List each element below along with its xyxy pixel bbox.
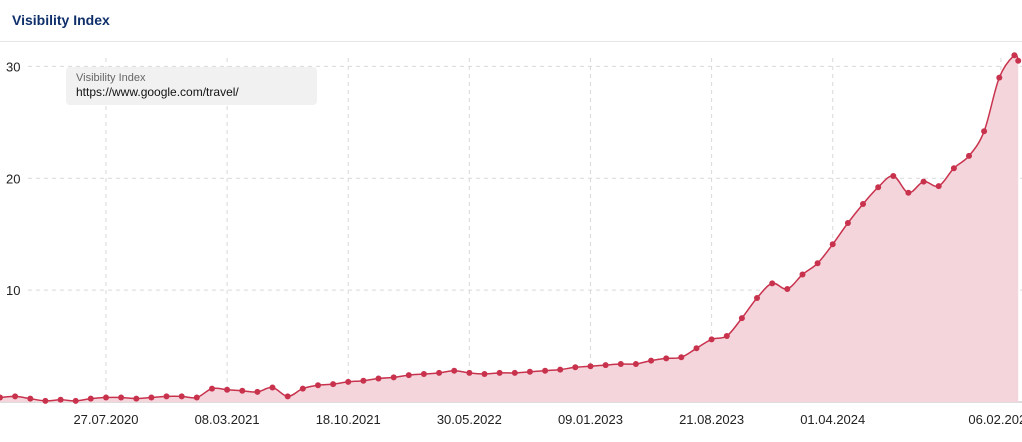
data-point[interactable] — [693, 345, 700, 352]
data-point[interactable] — [239, 387, 246, 394]
data-point[interactable] — [87, 395, 94, 402]
legend-series-name: Visibility Index — [76, 72, 146, 84]
data-point[interactable] — [572, 364, 579, 371]
chart-title: Visibility Index — [12, 12, 110, 28]
x-tick-label: 08.03.2021 — [195, 412, 260, 427]
data-point[interactable] — [345, 378, 352, 385]
x-tick-label: 18.10.2021 — [316, 412, 381, 427]
data-point[interactable] — [996, 74, 1003, 81]
data-point[interactable] — [920, 178, 927, 185]
x-axis: 27.07.2020 08.03.2021 18.10.2021 30.05.2022… — [73, 412, 1022, 427]
y-axis: 10 20 30 — [6, 59, 20, 298]
x-tick-label: 27.07.2020 — [73, 412, 138, 427]
data-point[interactable] — [390, 374, 397, 381]
data-point[interactable] — [315, 382, 321, 389]
data-point[interactable] — [632, 361, 639, 367]
data-point[interactable] — [163, 393, 170, 400]
data-point[interactable] — [330, 381, 337, 388]
data-point[interactable] — [511, 369, 518, 376]
x-tick-label: 06.02.2025 — [968, 412, 1022, 427]
series-area — [0, 54, 1019, 402]
points-layer — [0, 52, 1022, 404]
legend-url: https://www.google.com/travel/ — [76, 85, 239, 99]
y-tick-label: 30 — [6, 59, 20, 74]
data-point[interactable] — [860, 201, 866, 207]
data-point[interactable] — [193, 394, 200, 401]
data-point[interactable] — [481, 371, 488, 377]
data-point[interactable] — [708, 336, 715, 343]
data-point[interactable] — [405, 372, 412, 379]
data-point[interactable] — [966, 152, 972, 159]
data-point[interactable] — [466, 369, 473, 376]
x-tick-label: 09.01.2023 — [558, 412, 623, 427]
data-point[interactable] — [1015, 57, 1022, 64]
data-point[interactable] — [799, 271, 806, 278]
x-tick-label: 30.05.2022 — [437, 412, 502, 427]
data-point[interactable] — [814, 260, 821, 267]
data-point[interactable] — [420, 371, 427, 377]
data-point[interactable] — [678, 354, 685, 361]
data-point[interactable] — [526, 368, 533, 375]
data-point[interactable] — [12, 393, 19, 400]
data-point[interactable] — [890, 173, 897, 179]
data-point[interactable] — [299, 385, 306, 392]
x-tick-label: 21.08.2023 — [679, 412, 744, 427]
data-point[interactable] — [0, 394, 3, 401]
data-point[interactable] — [118, 394, 125, 401]
data-point[interactable] — [451, 367, 458, 374]
data-point[interactable] — [284, 393, 291, 400]
data-point[interactable] — [542, 367, 549, 374]
data-point[interactable] — [981, 128, 988, 135]
data-point[interactable] — [57, 396, 64, 403]
data-point[interactable] — [950, 165, 957, 172]
data-point[interactable] — [133, 395, 140, 402]
data-point[interactable] — [436, 369, 443, 376]
data-point[interactable] — [769, 280, 776, 287]
data-point[interactable] — [648, 357, 655, 364]
data-point[interactable] — [375, 375, 382, 382]
x-tick-label: 01.04.2024 — [800, 412, 865, 427]
data-point[interactable] — [72, 397, 79, 404]
data-point[interactable] — [935, 183, 942, 190]
data-point[interactable] — [663, 355, 670, 362]
data-point[interactable] — [360, 377, 367, 384]
data-point[interactable] — [602, 362, 609, 369]
data-point[interactable] — [784, 286, 791, 292]
data-point[interactable] — [148, 394, 155, 401]
data-point[interactable] — [754, 295, 760, 301]
y-tick-label: 20 — [6, 171, 20, 186]
data-point[interactable] — [103, 394, 109, 401]
data-point[interactable] — [42, 397, 49, 404]
data-point[interactable] — [178, 393, 185, 400]
data-point[interactable] — [269, 384, 276, 391]
data-point[interactable] — [844, 220, 851, 226]
data-point[interactable] — [27, 395, 34, 402]
data-point[interactable] — [1011, 52, 1018, 59]
data-point[interactable] — [738, 315, 745, 322]
y-tick-label: 10 — [6, 283, 20, 298]
chart-header: Visibility Index — [0, 0, 1022, 42]
data-point[interactable] — [587, 363, 594, 370]
series-legend: Visibility Index https://www.google.com/… — [66, 67, 317, 105]
data-point[interactable] — [723, 333, 730, 339]
data-point[interactable] — [557, 366, 564, 373]
data-point[interactable] — [875, 184, 882, 191]
area-layer — [0, 53, 1019, 402]
data-point[interactable] — [254, 388, 261, 395]
data-point[interactable] — [209, 385, 215, 392]
data-point[interactable] — [617, 361, 624, 367]
data-point[interactable] — [829, 241, 836, 248]
data-point[interactable] — [224, 386, 231, 393]
data-point[interactable] — [905, 189, 912, 196]
data-point[interactable] — [496, 369, 503, 376]
